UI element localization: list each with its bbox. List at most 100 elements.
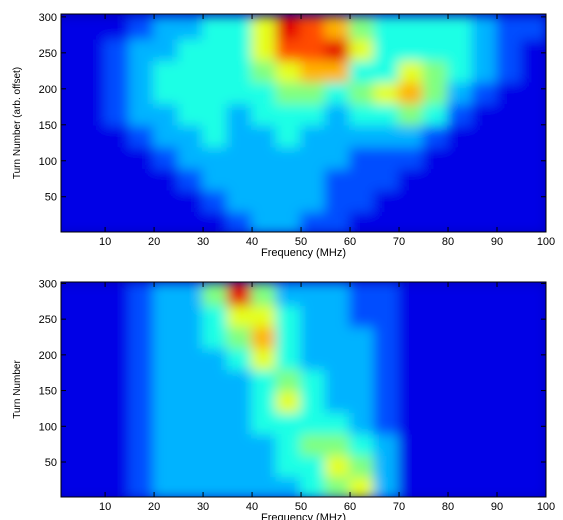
heatmap-cell: [177, 210, 205, 232]
heatmap-cell: [61, 59, 82, 83]
heatmap-cell: [275, 37, 303, 62]
heatmap-cell: [496, 453, 523, 478]
heatmap-cell: [153, 80, 180, 105]
heatmap-cell: [520, 432, 546, 456]
plot-area: [61, 282, 546, 497]
heatmap-cell: [300, 123, 327, 148]
heatmap-cell: [153, 188, 180, 213]
heatmap-cell: [520, 346, 546, 371]
heatmap-cell: [153, 432, 180, 456]
heatmap-cell: [349, 432, 376, 456]
heatmap-cell: [496, 432, 523, 456]
heatmap-cell: [226, 475, 254, 497]
heatmap-cell: [471, 80, 499, 105]
heatmap-cell: [251, 166, 278, 191]
heatmap-cell: [226, 346, 254, 371]
heatmap-cell: [349, 303, 376, 328]
heatmap-cell: [496, 188, 523, 213]
x-tick-label: 30: [197, 501, 209, 513]
heatmap-cell: [422, 145, 450, 169]
heatmap-cell: [349, 145, 376, 169]
heatmap-cell: [471, 188, 499, 213]
heatmap-cell: [471, 368, 499, 392]
heatmap-cell: [226, 123, 254, 148]
x-tick-label: 40: [246, 501, 258, 513]
heatmap-cell: [61, 210, 82, 232]
heatmap-cell: [324, 59, 352, 83]
heatmap-cell: [226, 210, 254, 232]
heatmap-cell: [422, 303, 450, 328]
heatmap-cell: [104, 475, 131, 497]
heatmap-cell: [422, 123, 450, 148]
x-tick-label: 40: [246, 236, 258, 248]
heatmap-cell: [324, 37, 352, 62]
heatmap-cell: [128, 411, 156, 435]
heatmap-cell: [520, 325, 546, 349]
heatmap-cell: [324, 303, 352, 328]
heatmap-cell: [251, 37, 278, 62]
heatmap-cell: [300, 303, 327, 328]
heatmap-cell: [104, 166, 131, 191]
heatmap-cell: [128, 145, 156, 169]
heatmap-cell: [251, 59, 278, 83]
heatmap-cell: [202, 411, 229, 435]
heatmap-cell: [128, 303, 156, 328]
heatmap-cell: [226, 389, 254, 413]
heatmap-cell: [373, 453, 401, 478]
heatmap-cell: [79, 59, 107, 83]
y-tick-label: 200: [39, 350, 57, 362]
heatmap-cell: [251, 368, 278, 392]
heatmap-cell: [61, 411, 82, 435]
heatmap-cell: [471, 37, 499, 62]
heatmap-cell: [128, 123, 156, 148]
heatmap-cell: [153, 453, 180, 478]
heatmap-cell: [177, 145, 205, 169]
y-axis-label: Turn Number: [12, 360, 23, 419]
heatmap-cell: [104, 210, 131, 232]
heatmap-cell: [251, 303, 278, 328]
heatmap-cell: [300, 37, 327, 62]
heatmap-cell: [349, 389, 376, 413]
heatmap-cell: [398, 282, 425, 306]
heatmap-cell: [471, 59, 499, 83]
x-tick-label: 30: [197, 236, 209, 248]
heatmap-cell: [153, 210, 180, 232]
heatmap-cell: [177, 59, 205, 83]
heatmap-cell: [324, 166, 352, 191]
heatmap-cell: [373, 80, 401, 105]
heatmap-cell: [324, 188, 352, 213]
heatmap-cell: [153, 59, 180, 83]
heatmap-cell: [496, 368, 523, 392]
heatmap-cell: [104, 453, 131, 478]
heatmap-cell: [373, 188, 401, 213]
heatmap-cell: [422, 453, 450, 478]
heatmap-cell: [447, 102, 474, 126]
x-tick-label: 90: [491, 501, 503, 513]
heatmap-cell: [422, 102, 450, 126]
heatmap-cell: [202, 15, 229, 40]
heatmap-cell: [104, 188, 131, 213]
heatmap-cell: [520, 411, 546, 435]
heatmap-cell: [398, 346, 425, 371]
heatmap-cell: [79, 145, 107, 169]
heatmap-cell: [202, 346, 229, 371]
heatmap-cell: [300, 411, 327, 435]
heatmap-cell: [104, 411, 131, 435]
heatmap-cell: [349, 15, 376, 40]
heatmap-cell: [398, 145, 425, 169]
heatmap-cell: [520, 166, 546, 191]
heatmap-cell: [128, 37, 156, 62]
heatmap-cell: [128, 368, 156, 392]
heatmap-cell: [153, 368, 180, 392]
heatmap-cell: [398, 210, 425, 232]
y-tick-label: 100: [39, 156, 57, 168]
heatmap-cell: [422, 475, 450, 497]
heatmap-cell: [324, 282, 352, 306]
heatmap-cell: [79, 282, 107, 306]
heatmap-cell: [349, 346, 376, 371]
heatmap-cell: [496, 475, 523, 497]
heatmap-cell: [153, 166, 180, 191]
heatmap-cell: [61, 282, 82, 306]
heatmap-cells: [61, 15, 546, 232]
heatmap-cell: [153, 389, 180, 413]
